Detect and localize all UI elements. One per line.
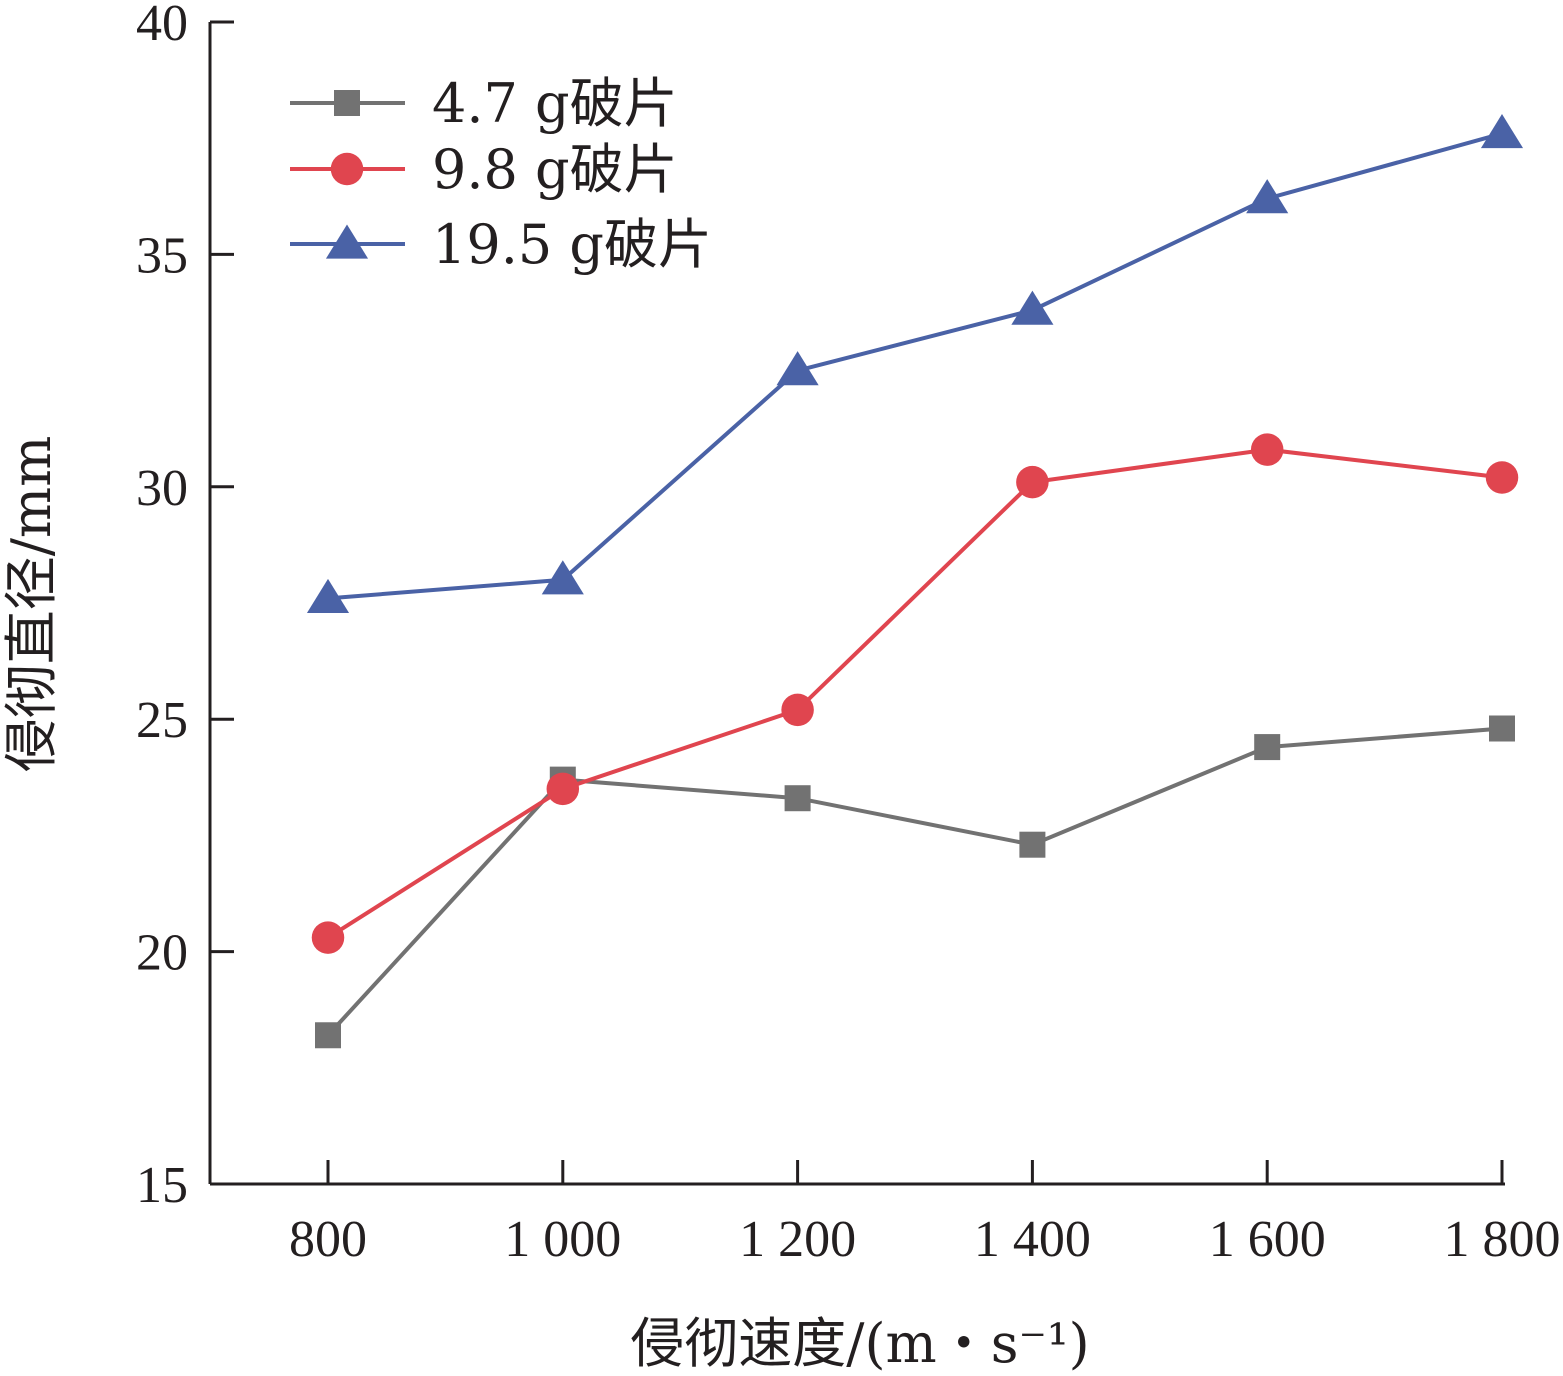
legend-item: 9.8 g破片 — [290, 138, 678, 201]
x-tick-label: 1 600 — [1209, 1211, 1326, 1268]
data-point — [541, 560, 584, 595]
legend-item: 4.7 g破片 — [290, 72, 678, 135]
legend-marker — [330, 152, 364, 186]
legend-marker — [325, 224, 369, 259]
series-line — [326, 447, 1503, 940]
data-point — [1011, 290, 1054, 325]
series-line — [327, 131, 1503, 601]
series-layer — [306, 114, 1524, 1049]
y-tick-label: 15 — [136, 1157, 188, 1214]
y-ticks: 15 20 25 30 35 40 — [136, 0, 234, 1214]
data-point — [1250, 433, 1284, 466]
legend-marker — [334, 90, 360, 116]
legend-label: 19.5 g破片 — [432, 213, 712, 276]
y-tick-label: 20 — [136, 925, 188, 982]
data-point — [306, 578, 350, 613]
series-line — [326, 726, 1503, 1037]
data-point — [1480, 114, 1524, 149]
y-tick-label: 40 — [136, 0, 188, 52]
legend-item: 19.5 g破片 — [290, 213, 712, 276]
y-tick-label: 30 — [136, 460, 188, 517]
x-tick-label: 1 000 — [504, 1211, 621, 1268]
y-axis-title: 侵彻直径/mm — [0, 436, 63, 773]
x-tick-label: 1 800 — [1444, 1211, 1561, 1268]
y-tick-label: 25 — [136, 692, 188, 749]
y-tick-label: 35 — [136, 227, 188, 284]
data-point — [1254, 734, 1281, 761]
series-2 — [311, 433, 1519, 954]
series-1 — [315, 715, 1515, 1049]
data-point — [1016, 465, 1049, 499]
x-axis-title: 侵彻速度/(m・s⁻¹) — [630, 1312, 1089, 1375]
legend-label: 4.7 g破片 — [432, 72, 678, 135]
data-point — [315, 1022, 341, 1049]
data-point — [1019, 831, 1046, 858]
data-point — [781, 693, 814, 727]
data-point — [776, 351, 819, 386]
data-point — [546, 772, 580, 806]
data-point — [784, 785, 811, 812]
series-3 — [306, 114, 1524, 613]
legend-label: 9.8 g破片 — [432, 138, 678, 201]
x-tick-label: 1 200 — [739, 1211, 856, 1268]
data-point — [1489, 715, 1515, 742]
x-ticks: 800 1 000 1 200 1 400 1 600 1 800 — [289, 1160, 1561, 1268]
data-point — [311, 921, 345, 954]
data-point — [1246, 179, 1289, 214]
data-point — [1485, 461, 1519, 494]
x-tick-label: 800 — [289, 1211, 367, 1268]
axes — [208, 22, 1505, 1186]
x-tick-label: 1 400 — [974, 1211, 1091, 1268]
